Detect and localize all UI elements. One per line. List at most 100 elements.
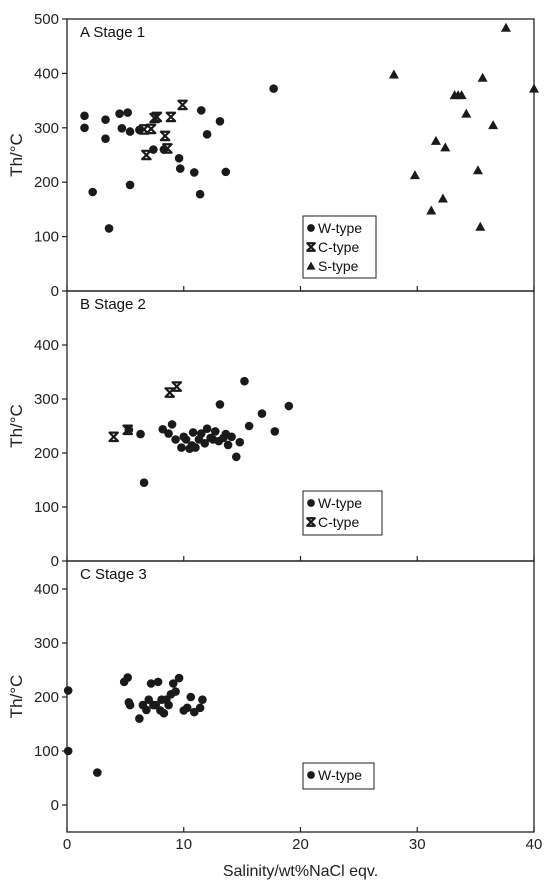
data-point <box>231 452 241 462</box>
data-point <box>151 111 163 123</box>
legend-box <box>302 215 377 279</box>
legend-marker <box>307 771 315 779</box>
data-point <box>210 427 220 436</box>
data-point <box>269 84 278 93</box>
data-point <box>165 111 177 123</box>
data-point <box>182 703 192 713</box>
data-point <box>101 115 110 124</box>
data-point <box>171 435 180 444</box>
panel-title: A Stage 1 <box>80 24 145 41</box>
data-point <box>164 700 173 710</box>
x-tick-label: 0 <box>63 836 71 853</box>
plot-frame <box>66 560 535 833</box>
data-point <box>475 221 486 231</box>
data-point <box>171 381 183 392</box>
series-s-type <box>388 22 539 231</box>
plot-frame <box>66 18 535 292</box>
x-tick-label: 20 <box>292 836 309 853</box>
data-point <box>215 116 225 126</box>
data-point <box>101 134 110 143</box>
data-point <box>200 438 210 448</box>
series-w-type <box>124 376 294 488</box>
data-point <box>461 108 472 118</box>
data-point <box>80 123 89 133</box>
data-point <box>215 400 225 409</box>
panel-title: B Stage 2 <box>80 296 146 313</box>
data-point <box>63 686 73 695</box>
data-point <box>135 714 144 723</box>
legend: W-type <box>302 762 375 790</box>
legend-label: C-type <box>318 514 359 530</box>
data-point <box>159 130 171 142</box>
data-point <box>115 109 124 118</box>
series-w-type <box>63 673 207 777</box>
data-point <box>63 746 73 756</box>
data-point <box>149 145 158 154</box>
data-point <box>244 421 254 431</box>
data-point <box>141 149 152 161</box>
legend-box <box>302 490 383 536</box>
data-point <box>188 428 198 437</box>
series-w-type <box>80 84 278 233</box>
legend-label: W-type <box>318 495 362 511</box>
data-point <box>138 124 150 135</box>
data-point <box>235 437 245 447</box>
data-point <box>388 69 399 79</box>
data-point <box>171 687 180 696</box>
panel-title: C Stage 3 <box>80 566 147 583</box>
data-point <box>221 167 231 177</box>
data-point <box>181 435 191 444</box>
data-point <box>240 376 249 386</box>
y-tick-label: 400 <box>34 581 59 598</box>
legend-marker <box>307 499 315 507</box>
plot-frame <box>66 290 535 562</box>
data-point <box>202 424 212 434</box>
legend-marker <box>307 224 315 232</box>
y-tick-label: 300 <box>34 391 59 408</box>
data-point <box>162 143 173 154</box>
data-point <box>195 189 205 199</box>
data-point <box>136 429 145 439</box>
data-point <box>477 72 488 82</box>
data-point <box>175 164 185 173</box>
data-point <box>88 187 97 197</box>
legend-marker <box>306 242 316 252</box>
legend-box <box>302 762 375 790</box>
data-point <box>437 193 448 203</box>
legend-label: W-type <box>318 220 362 236</box>
data-point <box>123 673 133 682</box>
data-point <box>257 409 267 418</box>
data-point <box>125 700 135 710</box>
y-tick-label: 100 <box>34 229 59 246</box>
data-point <box>500 22 511 32</box>
data-point <box>93 768 102 777</box>
data-point <box>108 431 119 443</box>
x-tick-label: 30 <box>409 836 426 853</box>
y-tick-label: 0 <box>51 797 59 814</box>
data-point <box>122 424 134 436</box>
data-point <box>146 679 156 688</box>
data-point <box>426 205 437 215</box>
data-point <box>159 708 169 718</box>
data-point <box>227 432 236 442</box>
data-point <box>153 677 163 687</box>
y-axis-label: Th/°C <box>7 133 26 177</box>
data-point <box>186 692 196 702</box>
legend: W-type C-type S-type <box>302 215 377 279</box>
data-point <box>189 168 199 177</box>
data-point <box>196 429 206 438</box>
data-point <box>409 170 420 180</box>
legend-label: S-type <box>318 258 359 274</box>
data-point <box>117 124 127 133</box>
x-tick-label: 10 <box>175 836 192 853</box>
series-c-type <box>108 381 183 443</box>
data-point <box>164 429 173 438</box>
data-point <box>440 142 451 152</box>
y-tick-label: 300 <box>34 635 59 652</box>
data-point <box>284 401 294 411</box>
data-point <box>223 440 233 450</box>
data-point <box>142 705 151 715</box>
data-point <box>456 90 467 100</box>
data-point <box>529 83 539 93</box>
